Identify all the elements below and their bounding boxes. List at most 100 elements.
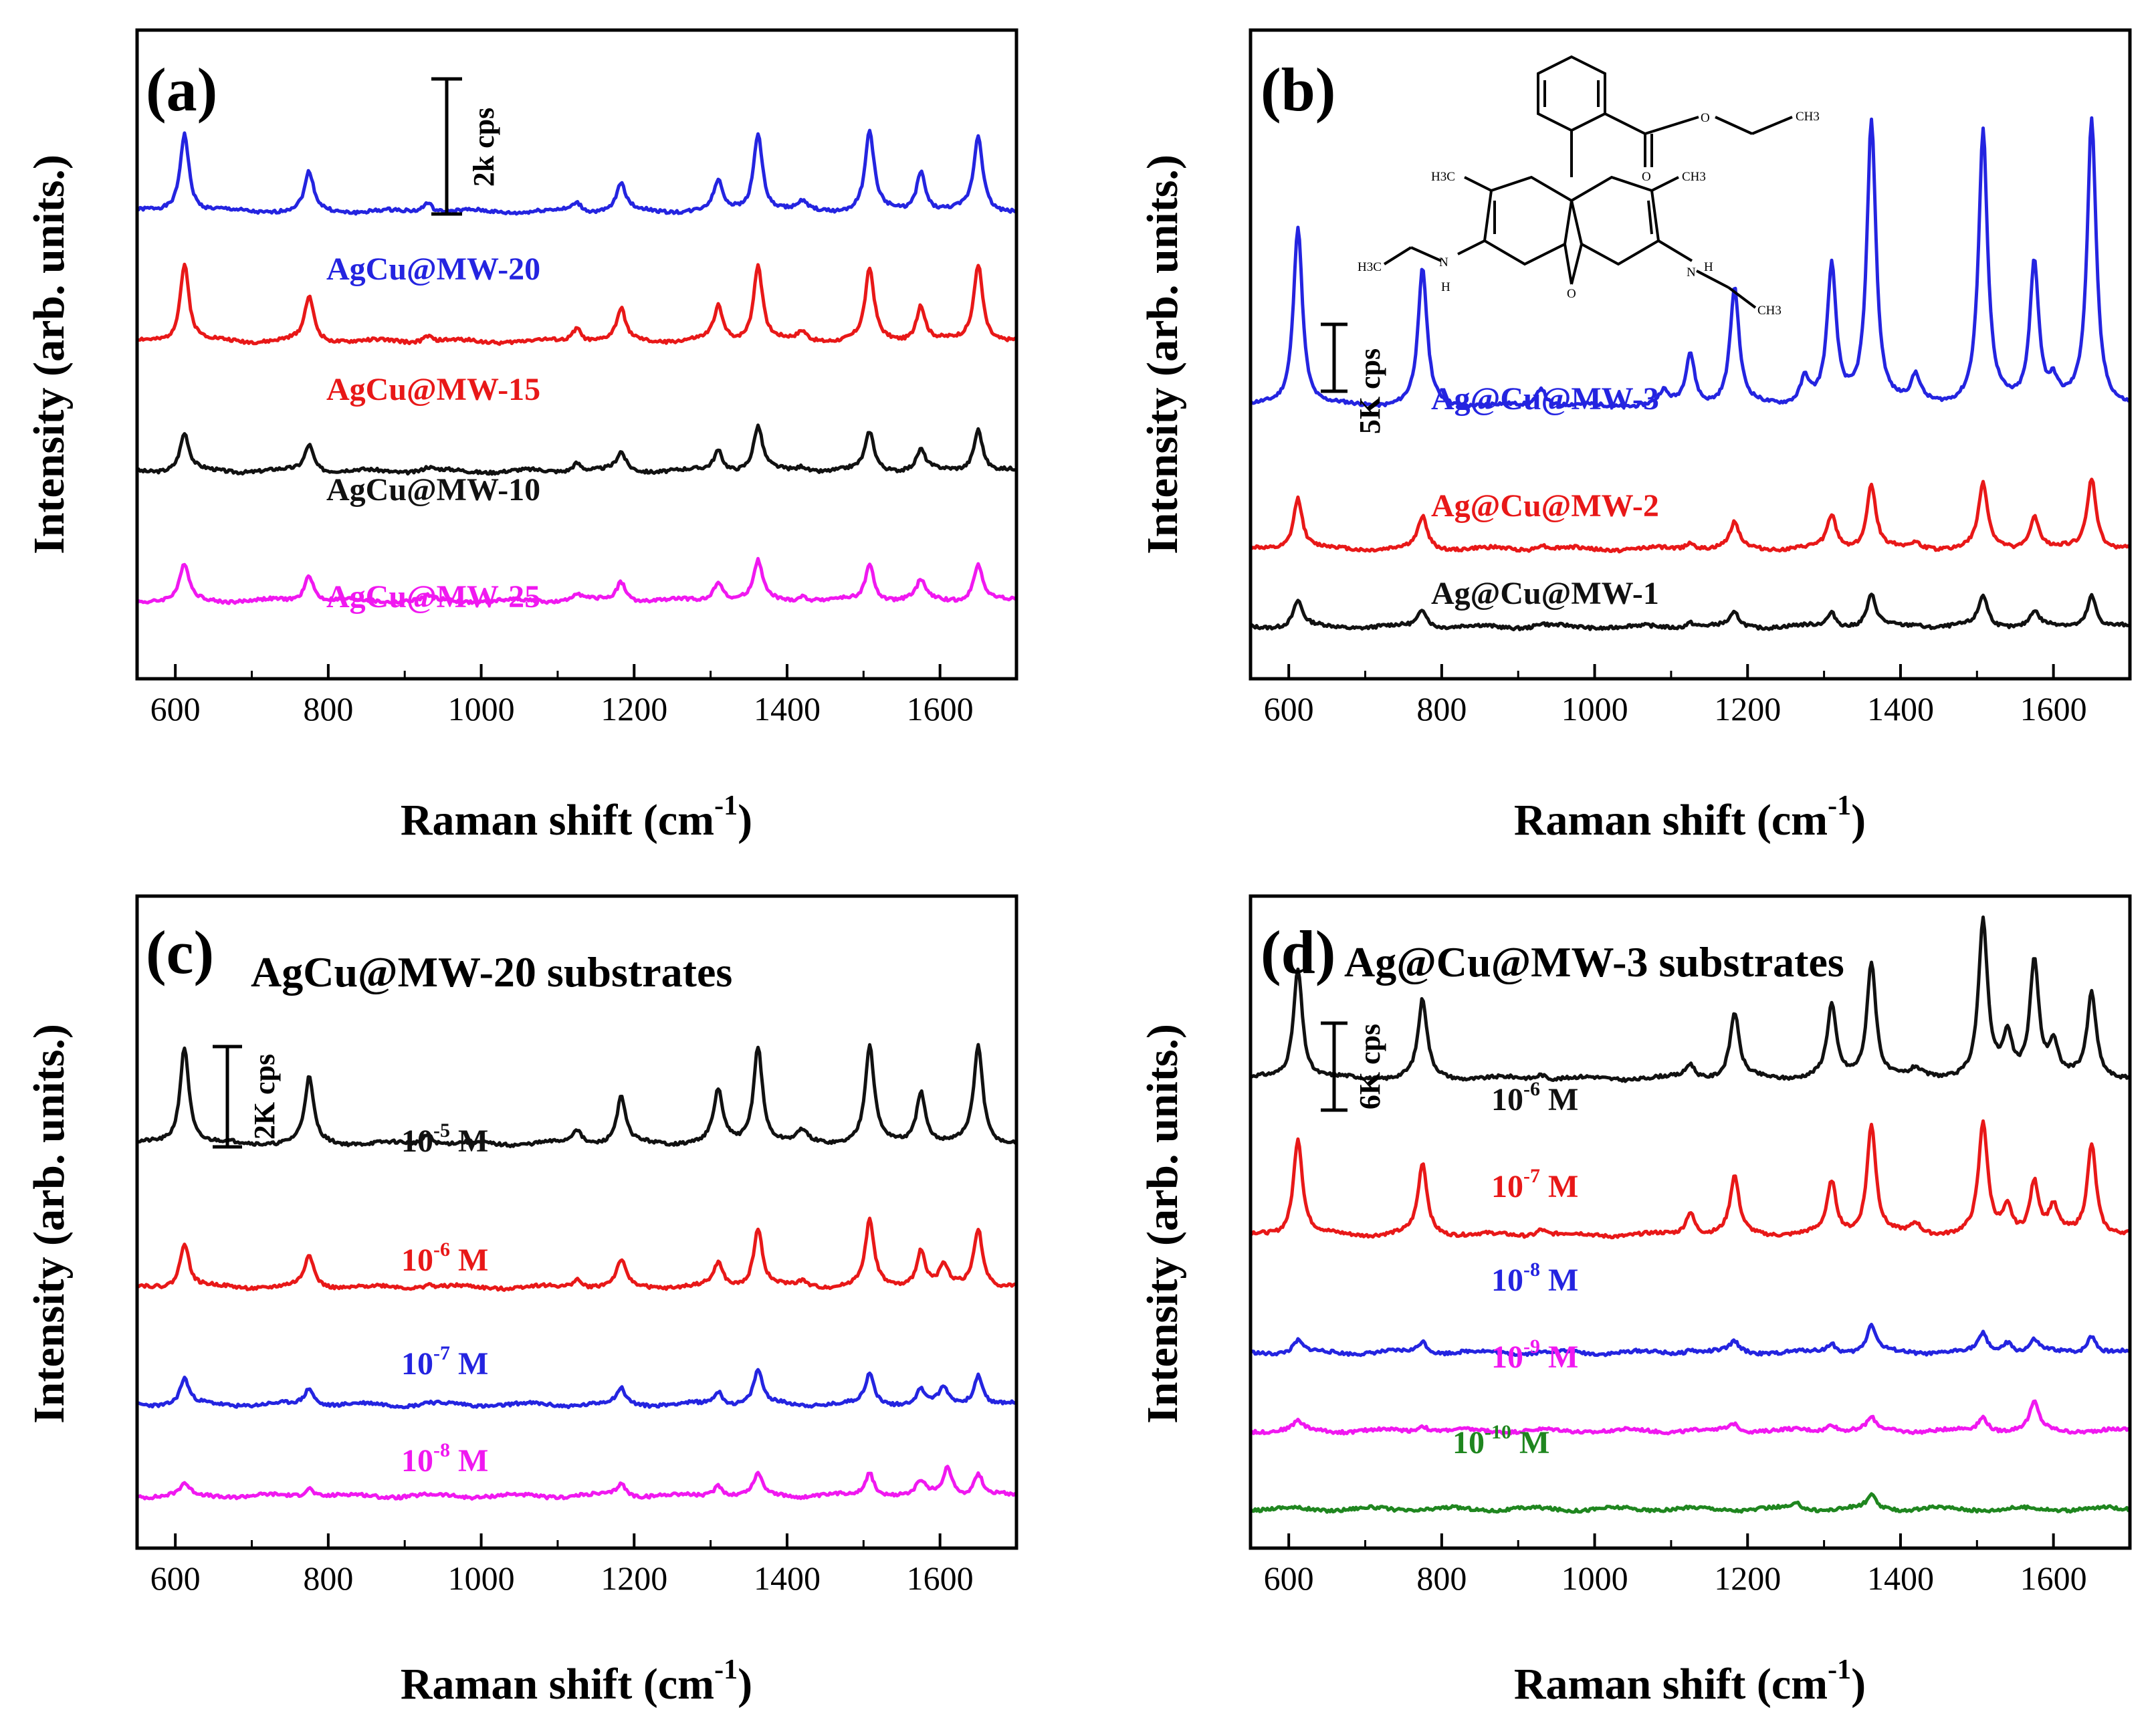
panel-a-ticks: 600 800 1000 1200 1400 1600 <box>150 664 1018 728</box>
panel-b-label: (b) <box>1261 56 1335 124</box>
spectrum-10-8-m <box>136 1465 1018 1501</box>
panel-d-ticks: 600 800 1000 1200 1400 1600 <box>1264 1533 2131 1597</box>
x-axis-title-c: Raman shift (cm-1) <box>401 1654 752 1709</box>
x-axis-title-b: Raman shift (cm-1) <box>1514 790 1866 845</box>
x-tick-label: 1400 <box>754 690 821 728</box>
panel-b: 600 800 1000 1200 1400 1600 (b) <box>1138 28 2132 845</box>
series-label-a-1: AgCu@MW-15 <box>326 372 540 407</box>
molecule-label-n-left: N <box>1439 255 1448 269</box>
panel-a-label: (a) <box>146 56 217 124</box>
molecule-label-h-left: H <box>1441 280 1450 294</box>
panel-c: 600 800 1000 1200 1400 1600 (c) AgCu@MW-20 su… <box>25 894 1018 1709</box>
x-tick-label: 1200 <box>601 690 667 728</box>
y-axis-title-c: Intensity (arb. units.) <box>25 1024 74 1424</box>
scale-bar-b-label: 5K cps <box>1354 348 1386 434</box>
series-label-d-2: 10-8 M <box>1491 1259 1578 1298</box>
panel-d-title: Ag@Cu@MW-3 substrates <box>1344 938 1844 986</box>
molecule-label-h-right: H <box>1704 260 1713 274</box>
x-axis-title-b-sup: -1 <box>1828 790 1851 821</box>
x-axis-title-c-main: Raman shift (cm <box>401 1660 714 1709</box>
panel-a: 600 800 1000 1200 1400 1600 (a) 2k cps AgCu@M… <box>25 28 1018 845</box>
y-axis-title-b: Intensity (arb. units.) <box>1138 154 1187 554</box>
x-tick-label: 600 <box>150 1559 201 1597</box>
x-tick-label: 800 <box>303 1559 353 1597</box>
x-tick-label: 1600 <box>2020 1559 2087 1597</box>
spectrum-10-7-m <box>136 1368 1018 1410</box>
series-label-c-3: 10-8 M <box>401 1439 488 1479</box>
x-axis-title-a-tail: ) <box>738 796 752 845</box>
x-axis-title-a: Raman shift (cm-1) <box>401 790 752 845</box>
panel-a-frame <box>135 28 1018 681</box>
molecule-label-o-ester: O <box>1701 111 1710 125</box>
series-label-c-2: 10-7 M <box>401 1342 488 1382</box>
scale-bar-a-label: 2k cps <box>467 108 500 187</box>
panel-b-frame <box>1249 28 2132 681</box>
scale-bar-b: 5K cps <box>1321 322 1386 434</box>
x-axis-title-a-sup: -1 <box>714 790 738 821</box>
spectrum-ag-cu-mw-1 <box>1249 592 2131 631</box>
x-tick-label: 800 <box>303 690 353 728</box>
x-tick-label: 800 <box>1416 1559 1467 1597</box>
x-tick-label: 800 <box>1416 690 1467 728</box>
panel-c-ticks: 600 800 1000 1200 1400 1600 <box>150 1533 1018 1597</box>
x-tick-label: 1600 <box>907 1559 974 1597</box>
x-tick-label: 1000 <box>448 690 515 728</box>
x-axis-title-c-sup: -1 <box>714 1654 738 1685</box>
series-label-d-1: 10-7 M <box>1491 1165 1578 1204</box>
spectrum-agcu-mw-15 <box>136 262 1017 346</box>
series-label-d-3: 10-9 M <box>1491 1335 1578 1375</box>
series-label-b-0: Ag@Cu@MW-3 <box>1431 381 1659 417</box>
y-axis-title-d: Intensity (arb. units.) <box>1138 1024 1187 1424</box>
spectrum-10-6-m <box>136 1216 1018 1292</box>
molecule-label-o-carbonyl: O <box>1642 170 1651 184</box>
spectrum-agcu-mw-25 <box>135 556 1017 605</box>
series-label-d-4: 10-10 M <box>1452 1421 1549 1461</box>
spectrum-agcu-mw-10 <box>135 423 1017 476</box>
molecule-label-ch3-right: CH3 <box>1682 170 1706 184</box>
panel-d: 600 800 1000 1200 1400 1600 (d) Ag@Cu@MW-3 su… <box>1138 894 2132 1709</box>
molecule-label-n-right: N <box>1687 265 1696 280</box>
x-axis-title-c-tail: ) <box>738 1660 752 1709</box>
series-label-b-1: Ag@Cu@MW-2 <box>1431 488 1659 524</box>
x-tick-label: 1400 <box>1867 690 1934 728</box>
panel-b-traces <box>1249 116 2132 631</box>
molecule-label-ch3-amine: CH3 <box>1757 304 1782 318</box>
spectrum-ag-cu-mw-2 <box>1249 477 2132 554</box>
x-tick-label: 600 <box>150 690 201 728</box>
x-tick-label: 1200 <box>1714 1559 1781 1597</box>
molecule-label-h3c-left: H3C <box>1358 260 1382 274</box>
x-tick-label: 1200 <box>1714 690 1781 728</box>
x-tick-label: 1400 <box>754 1559 821 1597</box>
series-label-a-2: AgCu@MW-10 <box>326 472 540 508</box>
x-tick-label: 1000 <box>1561 1559 1628 1597</box>
molecule-label-ch3-ester: CH3 <box>1796 110 1820 124</box>
panel-d-traces <box>1249 915 2131 1514</box>
spectrum-10-8-m <box>1249 1323 2131 1358</box>
x-tick-label: 600 <box>1264 690 1314 728</box>
x-tick-label: 1200 <box>601 1559 667 1597</box>
x-axis-title-d-sup: -1 <box>1828 1654 1851 1685</box>
molecule-labels: H3C CH3 H3C CH3 CH3 N H N H O O O <box>1358 110 1820 318</box>
spectrum-10-7-m <box>1249 1119 2131 1240</box>
scale-bar-d: 6K cps <box>1321 1021 1386 1112</box>
spectrum-10-6-m <box>1249 915 2131 1083</box>
y-axis-title-a: Intensity (arb. units.) <box>25 154 74 554</box>
series-label-a-0: AgCu@MW-20 <box>326 251 540 287</box>
molecule-label-o-ring: O <box>1567 287 1576 301</box>
scale-bar-c-label: 2K cps <box>248 1054 281 1140</box>
x-tick-label: 1600 <box>907 690 974 728</box>
molecule-label-h3c-top: H3C <box>1431 170 1455 184</box>
series-label-b-2: Ag@Cu@MW-1 <box>1431 576 1659 611</box>
x-tick-label: 1000 <box>1561 690 1628 728</box>
x-tick-label: 1000 <box>448 1559 515 1597</box>
x-axis-title-b-tail: ) <box>1851 796 1866 845</box>
x-axis-title-d-tail: ) <box>1851 1660 1866 1709</box>
x-axis-title-a-main: Raman shift (cm <box>401 796 714 845</box>
spectrum-10-9-m <box>1249 1399 2131 1436</box>
x-axis-title-d-main: Raman shift (cm <box>1514 1660 1828 1709</box>
panel-c-label: (c) <box>146 918 214 986</box>
molecule-structure <box>1383 55 1793 309</box>
series-label-c-1: 10-6 M <box>401 1238 488 1278</box>
spectrum-agcu-mw-20 <box>136 128 1017 216</box>
